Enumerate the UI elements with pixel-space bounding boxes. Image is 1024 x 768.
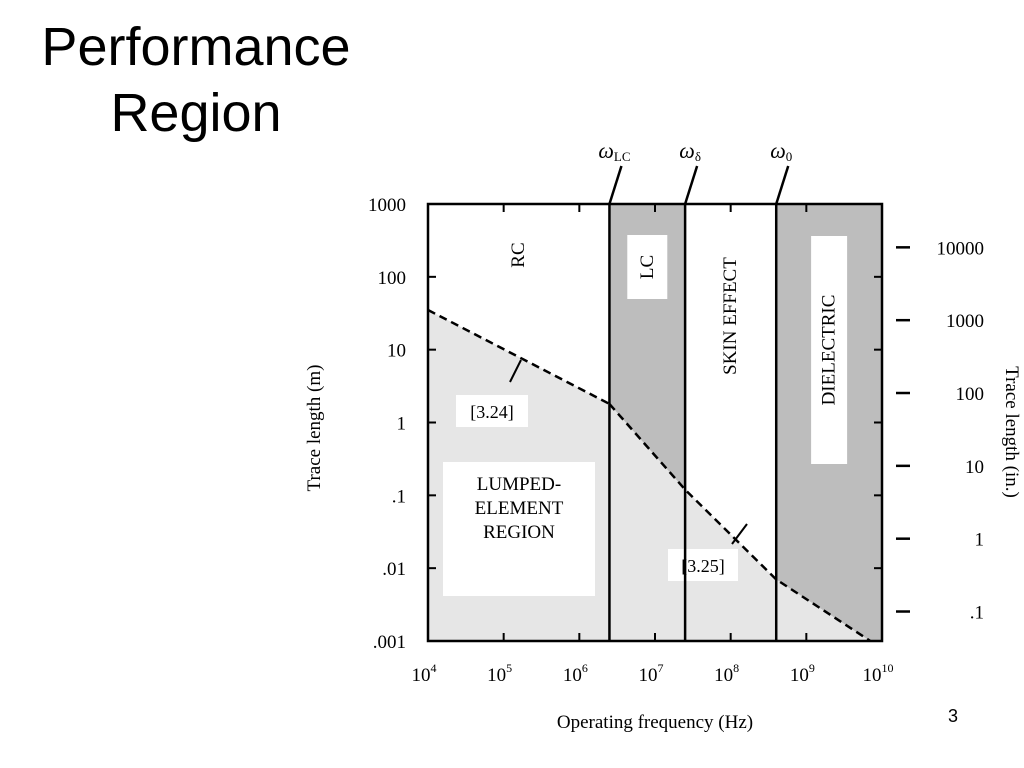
boundary-label-sub: 0 [786, 149, 793, 164]
curve-label-box [668, 549, 738, 581]
slide-title-line2: Region [110, 83, 282, 143]
x-tick-label: 108 [714, 661, 739, 686]
y-tick-label: 100 [378, 268, 407, 289]
boundary-label: ωδ [679, 138, 701, 164]
y-tick-label: 10 [387, 341, 406, 362]
region-label-skin-effect: SKIN EFFECT [720, 257, 741, 375]
y2-tick-label: 1000 [946, 311, 984, 332]
x-tick-label-exp: 10 [882, 661, 894, 675]
boundary-leader [683, 165, 699, 205]
curve-label-leader [509, 359, 522, 383]
region-label-dielectric: DIELECTRIC [819, 295, 840, 406]
x-axis-title: Operating frequency (Hz) [557, 712, 753, 733]
curve-label-box [456, 395, 528, 427]
y-tick-label: .001 [373, 632, 406, 653]
boundary-label: ωLC [598, 138, 630, 164]
lumped-label-line: ELEMENT [475, 498, 564, 519]
region-label-lc: LC [637, 255, 658, 279]
curve-label-leader [731, 523, 748, 545]
y2-tick-label: 10 [965, 457, 984, 478]
x-tick-label-exp: 7 [658, 661, 664, 675]
x-tick-label: 105 [487, 661, 512, 686]
y-axis-title: Trace length (m) [304, 365, 325, 492]
x-tick-label: 106 [563, 661, 588, 686]
slide-title: Performance Region [0, 14, 392, 146]
boundary-label-sub: δ [695, 149, 701, 164]
y-tick-label: 1 [397, 414, 407, 435]
lumped-label-box [443, 462, 595, 596]
x-tick-label: 107 [639, 661, 664, 686]
region-label-box [627, 235, 668, 299]
y2-tick-label: 1 [975, 530, 985, 551]
y-tick-label: .01 [382, 559, 406, 580]
x-tick-label-exp: 9 [809, 661, 815, 675]
curve-label: [3.24] [470, 402, 514, 422]
curve-2 [608, 403, 871, 643]
y-tick-label: 1000 [368, 195, 406, 216]
y2-tick-label: 10000 [937, 238, 985, 259]
boundary-label: ω0 [770, 138, 792, 164]
page-number: 3 [948, 706, 959, 726]
x-tick-label: 109 [790, 661, 815, 686]
boundary-label-sub: LC [614, 149, 631, 164]
region-label-box [811, 236, 848, 464]
x-tick-label-exp: 5 [506, 661, 512, 675]
region-label-rc: RC [508, 242, 529, 267]
curve-1 [427, 308, 610, 406]
x-tick-label-exp: 8 [733, 661, 739, 675]
lumped-label-line: LUMPED- [477, 474, 561, 495]
y2-tick-label: .1 [970, 603, 984, 624]
boundary-leader [775, 165, 790, 205]
x-tick-label-exp: 6 [582, 661, 588, 675]
y2-tick-label: 100 [956, 384, 985, 405]
y-tick-label: .1 [392, 486, 406, 507]
slide-title-line1: Performance [41, 17, 351, 77]
x-tick-label-exp: 4 [431, 661, 437, 675]
curve-label: [3.25] [681, 556, 725, 576]
lumped-label-line: REGION [483, 522, 555, 543]
boundary-leader [608, 165, 623, 205]
x-tick-label: 1010 [863, 661, 894, 686]
y2-axis-title: Trace length (in.) [1001, 366, 1022, 498]
x-tick-label: 104 [412, 661, 437, 686]
